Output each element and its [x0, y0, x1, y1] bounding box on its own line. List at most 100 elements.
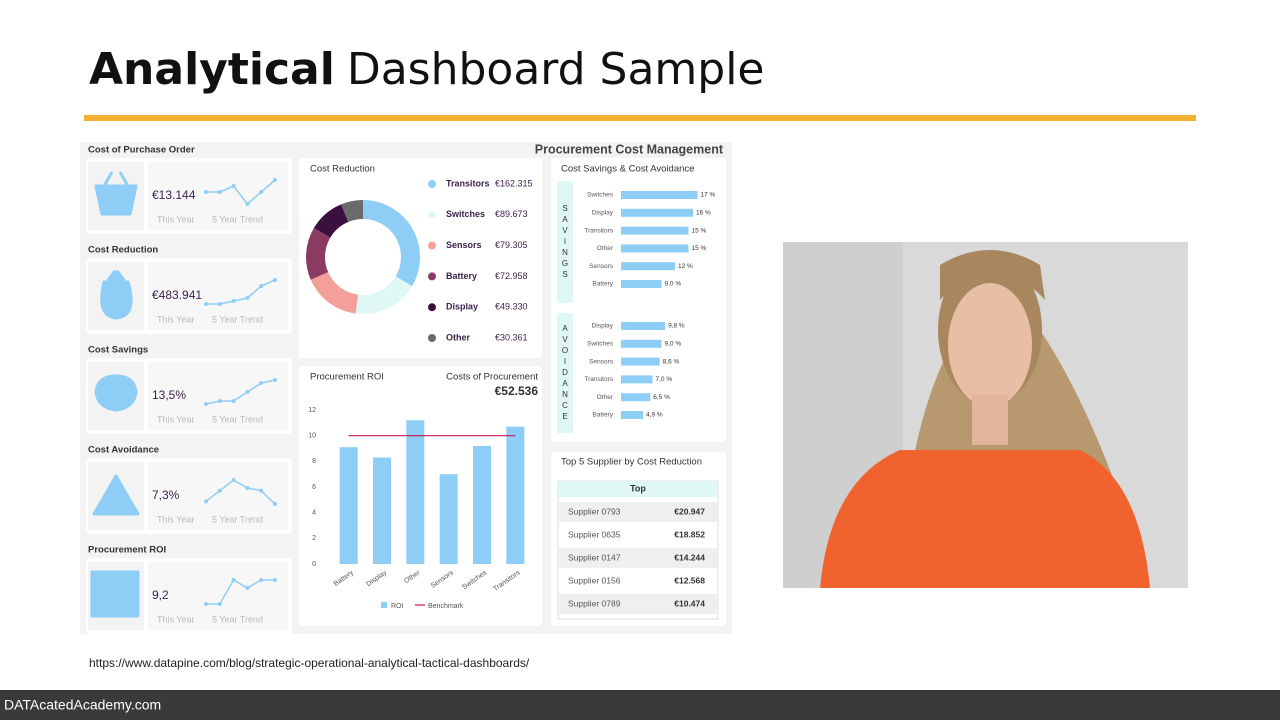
- supplier-name: Supplier 0793: [568, 506, 621, 516]
- legend-label: Display: [446, 302, 478, 312]
- kpi-value: €483.941: [152, 288, 202, 302]
- sparkline-point: [231, 184, 236, 188]
- legend-marker: [428, 180, 436, 188]
- supplier-value: €10.474: [674, 598, 705, 608]
- value-label: 9,0 %: [665, 341, 682, 348]
- sparkline: [206, 179, 276, 206]
- legend-label: ROI: [391, 603, 404, 610]
- value-label: 15 %: [692, 227, 707, 234]
- legend-marker: [381, 602, 387, 608]
- legend-label: Sensors: [446, 240, 482, 250]
- bar: [621, 280, 662, 288]
- footer-text: DATAcatedAcademy.com: [4, 697, 161, 713]
- sparkline-point: [204, 302, 208, 306]
- sparkline-point: [204, 602, 208, 606]
- legend-label: Battery: [446, 271, 477, 281]
- y-tick-label: 8: [312, 458, 316, 465]
- dashboard: Procurement Cost Management Cost of Purch…: [86, 142, 726, 634]
- kpi-icon: [94, 171, 138, 216]
- sparkline-point: [259, 284, 264, 288]
- donut-slice: [355, 276, 412, 314]
- supplier-value: €14.244: [674, 552, 705, 562]
- sparkline-point: [259, 578, 264, 582]
- kpi-period: This Year: [157, 414, 195, 424]
- value-box: [148, 262, 288, 330]
- sparkline-point: [245, 390, 250, 394]
- y-tick-label: 12: [308, 407, 316, 414]
- table-title: Top 5 Supplier by Cost Reduction: [561, 457, 702, 468]
- sparkline: [205, 479, 276, 505]
- bar: [621, 411, 644, 419]
- slide-title: Analytical Dashboard Sample: [89, 44, 765, 95]
- bar: [621, 208, 693, 217]
- sparkline-point: [259, 381, 264, 385]
- sparkline: [206, 279, 276, 305]
- value-label: 16 %: [696, 210, 711, 217]
- bar: [621, 322, 666, 330]
- kpi-trend-label: 5 Year Trend: [212, 514, 263, 524]
- kpi-period: This Year: [157, 514, 195, 524]
- sparkline-point: [217, 302, 222, 306]
- legend-marker: [428, 272, 436, 281]
- value-box: [148, 162, 288, 230]
- kpi-icon: [92, 474, 140, 516]
- supplier-value: €18.852: [674, 529, 705, 539]
- value-box: [148, 362, 288, 430]
- title-rule: [84, 115, 1196, 121]
- table-row-bg: [559, 594, 717, 614]
- y-tick-label: 6: [312, 484, 316, 491]
- kpi-value: €52.536: [495, 384, 539, 398]
- category-label: Transitors: [584, 376, 613, 383]
- bar: [621, 357, 660, 366]
- legend-label: Other: [446, 332, 471, 342]
- kpi-trend-label: 5 Year Trend: [212, 214, 263, 224]
- dashboard-title: Procurement Cost Management: [535, 142, 724, 156]
- footer-bar: [0, 690, 1280, 720]
- sparkline: [206, 578, 275, 605]
- sparkline-point: [259, 488, 264, 493]
- kpi-period: This Year: [157, 314, 195, 324]
- value-label: 6,5 %: [653, 394, 670, 401]
- kpi-label: Costs of Procurement: [446, 372, 538, 383]
- legend-label: Transitors: [446, 178, 490, 188]
- bar: [621, 244, 689, 253]
- sparkline-point: [273, 178, 277, 182]
- y-tick-label: 10: [308, 433, 316, 440]
- sparkline-point: [231, 399, 236, 403]
- sparkline-point: [217, 488, 222, 493]
- bar: [621, 262, 675, 271]
- legend-value: €79.305: [495, 240, 528, 250]
- chart-title: Cost Reduction: [310, 164, 375, 175]
- donut-slice: [306, 227, 331, 280]
- y-tick-label: 0: [312, 561, 316, 568]
- kpi-period: This Year: [157, 614, 195, 624]
- kpi-label: Cost Savings: [88, 345, 148, 356]
- donut-slice: [341, 200, 363, 222]
- kpi-label: Procurement ROI: [88, 545, 166, 556]
- sparkline-point: [273, 278, 277, 282]
- value-label: 12 %: [678, 263, 693, 270]
- bar: [621, 393, 651, 402]
- group-label: AVOIDANCE: [557, 313, 573, 433]
- supplier-value: €12.568: [674, 575, 705, 585]
- kpi-value: 7,3%: [152, 488, 180, 502]
- category-label: Switches: [587, 341, 614, 348]
- kpi-value: 13,5%: [152, 388, 186, 402]
- kpi-icon: [90, 570, 140, 618]
- legend-value: €49.330: [495, 302, 528, 312]
- bar: [621, 339, 662, 348]
- category-label: Battery: [592, 412, 613, 419]
- sparkline-point: [245, 296, 250, 300]
- sparkline-point: [217, 399, 222, 403]
- legend-marker: [428, 303, 436, 312]
- supplier-name: Supplier 0156: [568, 575, 621, 585]
- sparkline-point: [217, 602, 222, 606]
- value-label: 9,0 %: [665, 281, 682, 288]
- legend-value: €72.958: [495, 271, 528, 281]
- bar: [406, 420, 425, 564]
- sparkline-point: [245, 486, 250, 490]
- category-label: Display: [592, 323, 614, 330]
- supplier-value: €20.947: [674, 506, 705, 516]
